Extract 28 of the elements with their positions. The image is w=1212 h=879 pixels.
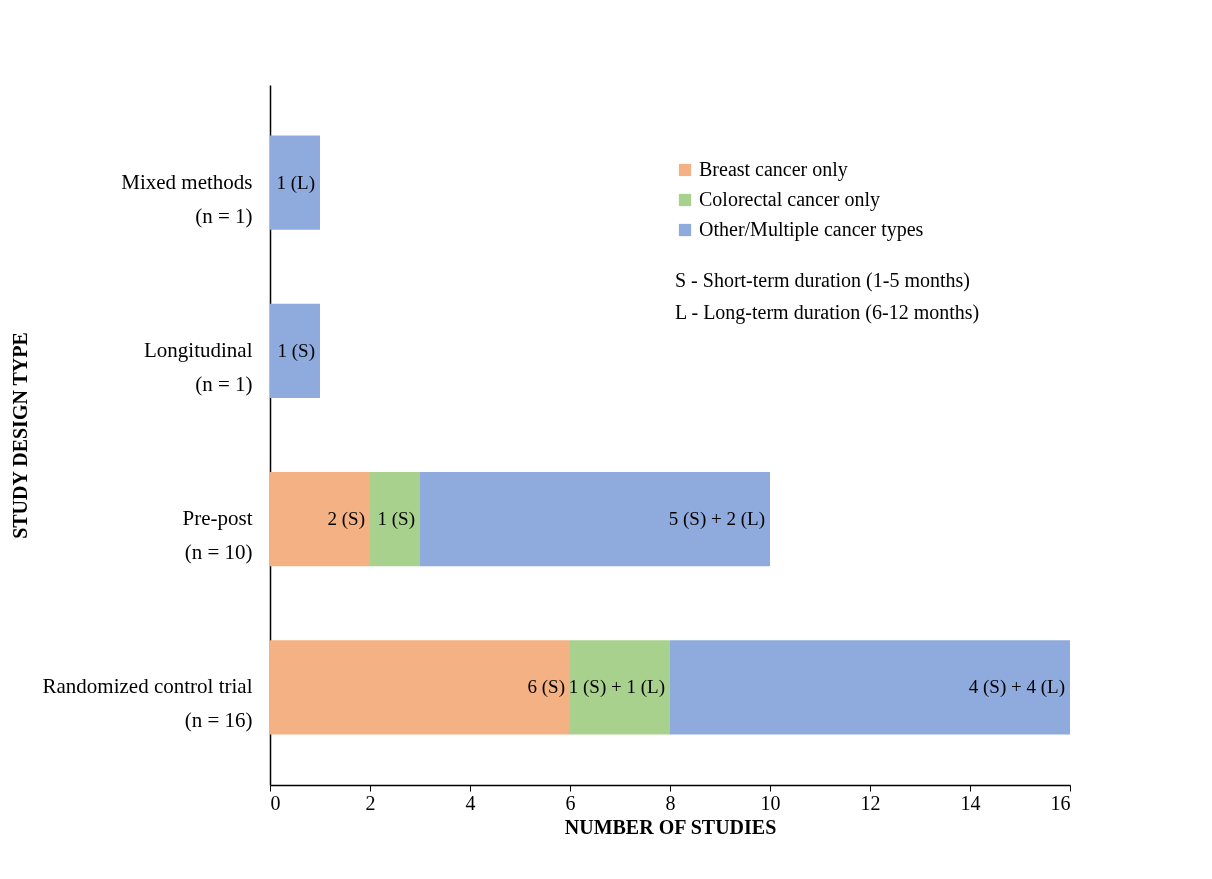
- y-tick-label: Pre-post (n = 10): [182, 506, 253, 565]
- annotation: S - Short-term duration (1-5 months): [675, 269, 970, 292]
- x-tick-label: 6: [565, 791, 576, 814]
- y-tick-label: Mixed methods (n = 1): [121, 169, 253, 228]
- y-axis-title: STUDY DESIGN TYPE: [8, 332, 31, 539]
- y-tick-label: Longitudinal (n = 1): [144, 337, 253, 396]
- x-tick-label: 16: [1050, 791, 1071, 814]
- annotation: L - Long-term duration (6-12 months): [675, 301, 980, 324]
- annotation: 4 (S) + 4 (L): [968, 676, 1065, 699]
- x-tick-label: 4: [465, 791, 476, 814]
- x-tick-label: 14: [960, 791, 981, 814]
- x-tick-label: 12: [860, 791, 881, 814]
- y-tick-label: Randomized control trial (n = 16): [42, 674, 253, 733]
- annotation: 1 (S): [277, 339, 315, 362]
- annotation: 1 (L): [276, 171, 315, 194]
- legend-label: Other/Multiple cancer types: [699, 218, 924, 241]
- x-tick-label: 0: [270, 791, 281, 814]
- legend-label: Breast cancer only: [699, 158, 848, 181]
- x-tick-label: 2: [365, 791, 376, 814]
- annotation: 1 (S) + 1 (L): [568, 676, 665, 699]
- x-tick-label: 8: [665, 791, 676, 814]
- legend-label: Colorectal cancer only: [699, 188, 881, 211]
- x-tick-label: 10: [760, 791, 781, 814]
- annotation: 5 (S) + 2 (L): [668, 508, 765, 531]
- annotation: 2 (S): [327, 508, 365, 531]
- annotation: 6 (S): [527, 676, 565, 699]
- annotation: 1 (S): [377, 508, 415, 531]
- x-axis-title: NUMBER OF STUDIES: [564, 815, 777, 838]
